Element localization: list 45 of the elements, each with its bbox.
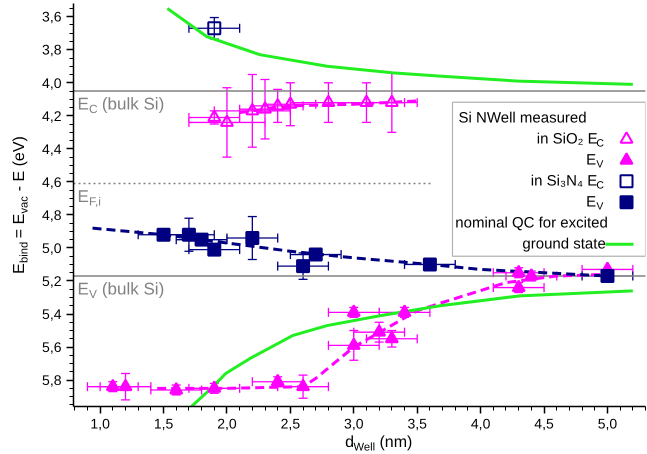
x-tick-label: 2,5 <box>280 416 300 432</box>
legend-label: nominal QC for excited ground state <box>455 214 608 253</box>
y-tick-label: 5,4 <box>42 306 62 322</box>
point <box>346 337 361 350</box>
y-tick-label: 5,6 <box>42 339 62 356</box>
point <box>245 102 260 116</box>
point <box>359 94 374 108</box>
point <box>207 110 222 122</box>
point <box>321 94 336 108</box>
x-tick-label: 1,5 <box>154 416 174 432</box>
point <box>220 114 234 127</box>
point <box>384 330 399 344</box>
point <box>106 378 120 392</box>
point <box>422 257 437 272</box>
y-tick-label: 4,6 <box>42 174 62 190</box>
point <box>270 374 285 386</box>
point <box>346 304 361 317</box>
y-tick-label: 4,4 <box>42 140 62 157</box>
y-tick-label: 4,2 <box>42 108 62 124</box>
point <box>512 264 526 278</box>
line-series <box>166 6 634 86</box>
y-tick-label: 4,8 <box>42 206 62 223</box>
point <box>384 94 399 108</box>
y-tick-label: 5,0 <box>42 240 62 256</box>
y-tick-label: 3,8 <box>42 42 62 58</box>
point <box>118 378 132 392</box>
y-tick-label: 3,6 <box>42 8 62 25</box>
point <box>270 98 285 110</box>
y-tick-label: 5,8 <box>42 372 62 388</box>
point <box>398 304 412 317</box>
y-tick-label: 5,2 <box>42 272 62 289</box>
point <box>207 380 222 393</box>
x-tick-label: 5,0 <box>598 416 618 432</box>
y-axis-title: Ebind = Evac - E (eV) <box>11 136 30 274</box>
legend-title: Si NWell measured <box>458 110 587 127</box>
x-tick-label: 3,0 <box>344 416 364 432</box>
x-tick-label: 1,0 <box>90 416 110 432</box>
y-tick-label: 4,0 <box>42 74 62 91</box>
x-tick-label: 4,0 <box>470 416 491 432</box>
point <box>258 101 272 114</box>
x-tick-label: 4,5 <box>534 416 554 432</box>
x-tick-label: 3,5 <box>407 416 428 432</box>
x-tick-label: 2,0 <box>217 416 237 432</box>
line-series <box>190 289 634 406</box>
point <box>372 324 386 337</box>
